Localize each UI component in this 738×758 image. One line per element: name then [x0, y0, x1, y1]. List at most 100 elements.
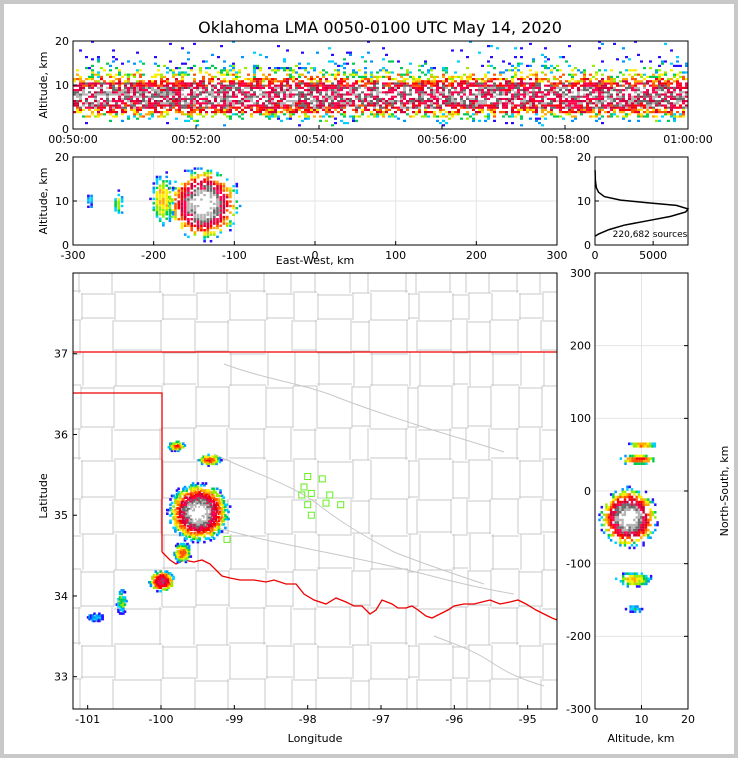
density-cell [241, 113, 244, 116]
density-cell [382, 58, 385, 61]
density-cell [139, 100, 142, 103]
density-cell [298, 93, 301, 96]
density-cell [118, 78, 121, 81]
density-cell [280, 93, 283, 96]
density-cell [631, 93, 634, 96]
density-cell [427, 104, 430, 107]
density-cell [637, 86, 640, 89]
density-cell [165, 206, 168, 209]
density-cell [100, 75, 103, 78]
density-cell [193, 86, 196, 89]
density-cell [160, 80, 163, 83]
density-cell [175, 519, 179, 523]
density-cell [180, 224, 184, 227]
density-cell [219, 213, 222, 216]
density-cell [178, 91, 181, 94]
density-cell [493, 86, 496, 89]
density-cell [676, 84, 679, 87]
density-cell [463, 73, 466, 76]
density-cell [649, 95, 652, 98]
density-cell [193, 111, 196, 114]
density-cell [118, 97, 121, 100]
density-cell [97, 56, 100, 59]
density-cell [613, 97, 616, 100]
density-cell [382, 47, 385, 50]
density-cell [616, 104, 619, 107]
density-cell [177, 187, 181, 190]
density-cell [91, 64, 94, 67]
density-cell [112, 104, 115, 107]
density-cell [298, 80, 301, 83]
density-cell [355, 111, 358, 114]
density-cell [253, 80, 256, 83]
density-cell [167, 508, 171, 512]
density-cell [388, 97, 391, 100]
density-cell [664, 111, 667, 114]
density-cell [199, 512, 203, 515]
density-cell [664, 106, 667, 109]
density-cell [340, 106, 343, 109]
density-cell [532, 95, 535, 98]
density-cell [203, 174, 206, 177]
density-cell [183, 204, 187, 208]
density-cell [106, 104, 109, 107]
density-cell [94, 73, 97, 76]
density-cell [154, 108, 157, 111]
density-cell [199, 102, 202, 105]
density-cell [209, 202, 213, 205]
density-cell [343, 100, 346, 103]
density-cell [175, 521, 179, 524]
density-cell [496, 47, 499, 50]
density-cell [628, 84, 631, 87]
density-cell [188, 512, 192, 515]
density-cell [451, 82, 454, 85]
density-cell [268, 115, 271, 118]
density-cell [216, 204, 219, 208]
density-cell [367, 89, 370, 92]
density-cell [502, 106, 505, 109]
density-cell [481, 80, 484, 83]
density-cell [142, 84, 145, 87]
density-cell [175, 507, 179, 510]
density-cell [487, 78, 490, 81]
density-cell [191, 503, 195, 507]
density-cell [658, 108, 661, 111]
density-cell [442, 102, 445, 105]
density-cell [670, 95, 673, 98]
density-cell [661, 73, 664, 76]
density-cell [403, 73, 406, 76]
density-cell [232, 93, 235, 96]
density-cell [385, 86, 388, 89]
density-cell [640, 75, 643, 78]
density-cell [505, 104, 508, 107]
density-cell [598, 84, 601, 87]
density-cell [109, 75, 112, 78]
density-cell [211, 64, 214, 67]
density-cell [222, 200, 226, 203]
density-cell [295, 89, 298, 92]
density-cell [580, 100, 583, 103]
density-cell [274, 97, 277, 100]
density-cell [195, 491, 198, 494]
density-cell [439, 91, 442, 94]
density-cell [619, 100, 622, 103]
density-cell [556, 82, 559, 85]
density-cell [316, 51, 319, 54]
density-cell [523, 93, 526, 96]
density-cell [313, 108, 316, 111]
density-cell [124, 80, 127, 83]
density-cell [183, 211, 187, 214]
density-cell [97, 100, 100, 103]
density-cell [574, 89, 577, 92]
density-cell [628, 119, 631, 122]
density-cell [163, 100, 166, 103]
density-cell [232, 113, 235, 116]
density-cell [583, 102, 586, 105]
density-cell [538, 78, 541, 81]
density-cell [343, 122, 346, 125]
density-cell [94, 89, 97, 92]
density-cell [448, 84, 451, 87]
density-cell [388, 89, 391, 92]
density-cell [117, 209, 121, 212]
density-cell [514, 75, 517, 78]
